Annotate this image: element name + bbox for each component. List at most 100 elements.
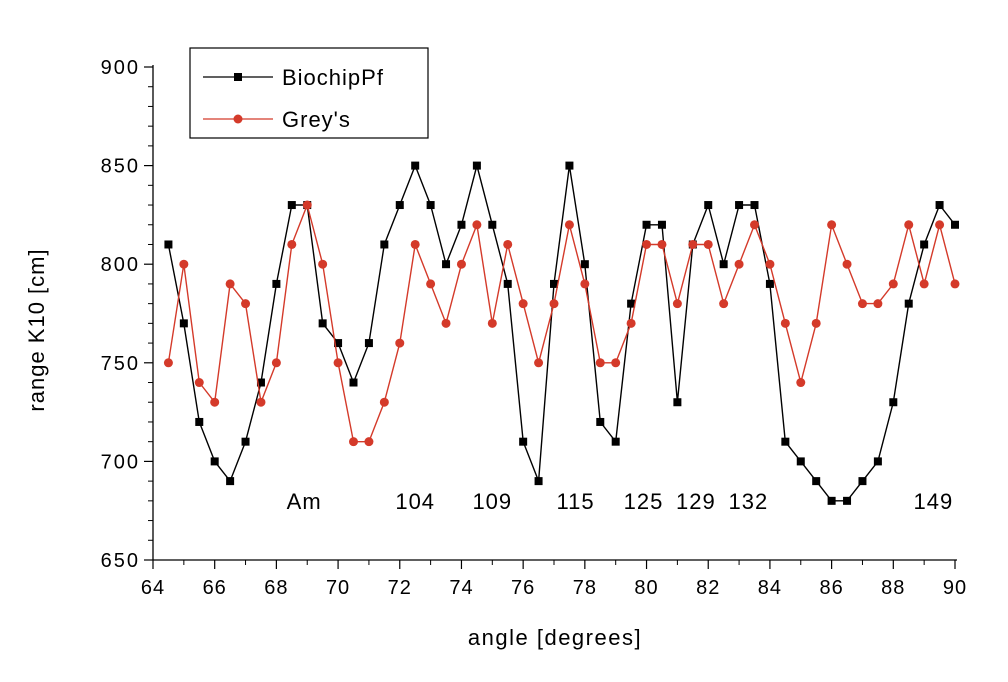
data-point <box>611 358 621 368</box>
x-tick-label: 64 <box>141 577 165 599</box>
data-point <box>210 457 219 466</box>
data-point <box>272 279 281 288</box>
data-point <box>256 397 266 407</box>
data-point <box>349 437 358 447</box>
data-point <box>811 318 821 328</box>
data-point <box>627 299 636 308</box>
x-tick-label: 76 <box>511 577 535 599</box>
data-point <box>380 240 389 249</box>
data-point <box>488 220 497 229</box>
data-point <box>241 299 251 309</box>
data-point <box>843 496 852 505</box>
y-axis-ticks: 650 700 750 800 850 900 <box>101 57 153 572</box>
legend-marker-greys <box>233 114 243 124</box>
data-point <box>827 496 836 505</box>
y-tick-label: 700 <box>101 451 140 473</box>
data-point <box>734 259 744 269</box>
y-tick-label: 900 <box>101 57 140 79</box>
data-point <box>441 318 451 328</box>
data-point <box>395 201 404 210</box>
annotation-label: 115 <box>557 489 595 514</box>
x-tick-label: 90 <box>943 577 967 599</box>
data-point <box>765 279 774 288</box>
data-point <box>935 201 944 210</box>
data-point <box>750 220 759 230</box>
data-point <box>534 477 543 486</box>
x-tick-label: 84 <box>758 577 782 599</box>
data-point <box>642 239 652 249</box>
data-point <box>410 239 420 249</box>
data-point <box>904 299 913 308</box>
x-axis-title: angle [degrees] <box>468 625 642 650</box>
data-point <box>195 417 204 426</box>
annotation-label: 125 <box>624 489 664 514</box>
legend-box <box>189 47 429 139</box>
data-point <box>888 279 898 289</box>
data-point <box>920 240 929 249</box>
data-point <box>210 397 220 407</box>
x-axis-ticks: 64 66 68 70 72 74 76 78 80 82 84 86 88 90 <box>141 560 967 599</box>
data-point <box>256 378 265 387</box>
annotation-label: 149 <box>914 489 954 514</box>
data-point <box>164 240 173 249</box>
data-point <box>503 279 512 288</box>
data-point <box>857 299 867 309</box>
data-point <box>735 201 744 210</box>
annotation-layer: Am 104 109 115 125 129 132 149 <box>287 489 954 514</box>
data-point <box>565 161 574 170</box>
data-point <box>873 457 882 466</box>
y-tick-label: 800 <box>101 254 140 276</box>
data-point <box>549 299 559 309</box>
data-point <box>765 259 775 269</box>
data-point <box>873 299 883 309</box>
data-point <box>487 318 497 328</box>
legend-marker-biochippf <box>234 73 242 81</box>
data-point <box>333 358 343 368</box>
data-point <box>442 260 451 269</box>
y-tick-label: 850 <box>101 156 140 178</box>
annotation-label: 104 <box>395 489 435 514</box>
data-point <box>426 201 435 210</box>
x-tick-label: 86 <box>819 577 843 599</box>
data-point <box>796 378 806 388</box>
data-point <box>919 279 929 289</box>
data-point <box>657 239 667 249</box>
x-tick-label: 70 <box>326 577 350 599</box>
data-point <box>163 358 173 368</box>
data-point <box>519 437 528 446</box>
data-point <box>364 339 373 348</box>
legend-label-biochippf: BiochipPf <box>282 65 384 90</box>
data-point <box>564 220 574 230</box>
data-point <box>364 437 374 447</box>
data-point <box>225 279 235 289</box>
data-point <box>611 437 620 446</box>
data-point <box>179 319 188 328</box>
data-point <box>626 318 636 328</box>
data-point <box>904 220 914 230</box>
x-tick-label: 72 <box>388 577 412 599</box>
data-point <box>426 279 436 289</box>
data-point <box>472 220 482 230</box>
data-point <box>858 477 867 486</box>
data-point <box>596 417 605 426</box>
data-point <box>595 358 605 368</box>
data-point <box>318 319 327 328</box>
data-point <box>472 161 481 170</box>
data-point <box>750 201 759 210</box>
data-point <box>951 220 959 229</box>
series-layer <box>163 161 960 505</box>
data-point <box>534 358 544 368</box>
data-point <box>580 260 589 269</box>
data-point <box>349 378 358 387</box>
data-point <box>719 299 729 309</box>
y-tick-label: 650 <box>101 550 140 572</box>
data-point <box>842 259 852 269</box>
x-tick-label: 66 <box>203 577 227 599</box>
x-tick-label: 74 <box>449 577 473 599</box>
data-point <box>318 259 328 269</box>
data-point <box>719 260 728 269</box>
data-point <box>503 239 513 249</box>
data-point <box>935 220 945 230</box>
x-tick-label: 80 <box>634 577 658 599</box>
